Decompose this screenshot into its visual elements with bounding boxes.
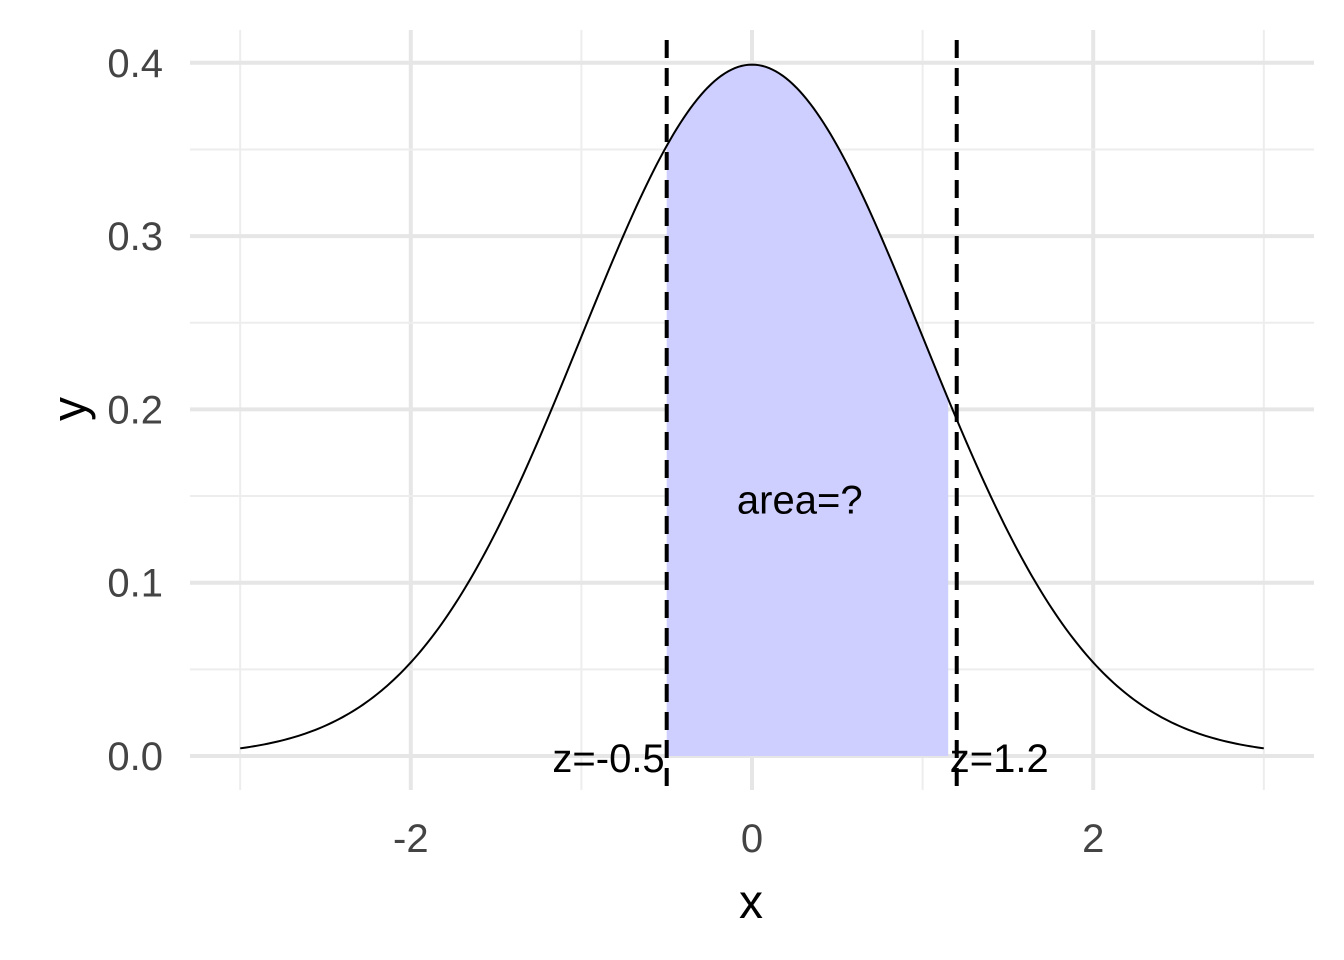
y-tick-label: 0.2 — [107, 388, 163, 432]
density-curve-layer — [240, 63, 1264, 750]
z-label-1: z=-0.5 — [552, 737, 664, 781]
x-tick-label: 2 — [1082, 817, 1104, 861]
x-tick-label: 0 — [741, 817, 763, 861]
shaded-area — [666, 64, 949, 756]
y-tick-label: 0.4 — [107, 42, 163, 86]
z-label-2: z=1.2 — [950, 737, 1049, 781]
shaded-area-fill — [666, 64, 949, 756]
area-annotation: area=? — [737, 479, 863, 523]
density-curve — [240, 63, 1264, 750]
y-tick-label: 0.1 — [107, 562, 163, 606]
y-tick-label: 0.3 — [107, 215, 163, 259]
y-axis-title: y — [44, 397, 97, 421]
x-tick-label: -2 — [393, 817, 429, 861]
tick-labels: -2 0 2 0.0 0.1 0.2 0.3 0.4 — [107, 42, 1104, 861]
annotations: z=-0.5 z=1.2 area=? — [552, 479, 1048, 781]
y-tick-label: 0.0 — [107, 735, 163, 779]
x-axis-title: x — [739, 876, 763, 929]
z-lines — [664, 40, 959, 796]
